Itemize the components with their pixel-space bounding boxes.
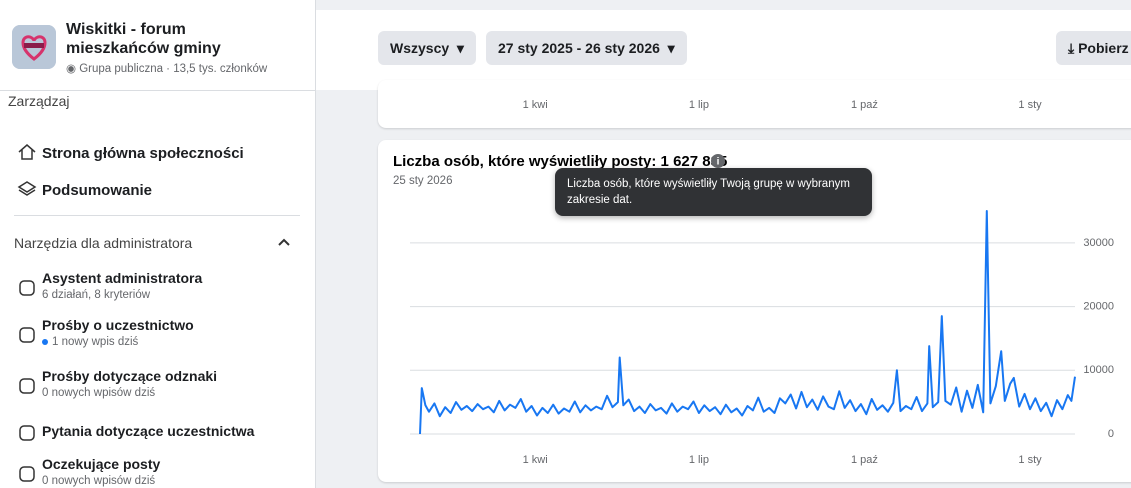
y-tick-label: 0	[1108, 428, 1114, 440]
x-tick-label: 1 sty	[1018, 454, 1042, 466]
y-tick-label: 20000	[1083, 300, 1114, 312]
x-tick-label: 1 kwi	[523, 454, 548, 466]
data-line	[420, 211, 1075, 434]
page: Wiskitki - forum mieszkańców gminy ◉ Gru…	[0, 0, 1131, 488]
tooltip: Liczba osób, które wyświetliły Twoją gru…	[555, 168, 872, 216]
chart: Liczba osób, które wyświetliły posty: 1 …	[0, 0, 1131, 488]
x-tick-label: 1 lip	[689, 454, 709, 466]
y-tick-label: 10000	[1083, 364, 1114, 376]
chart-subtitle: 25 sty 2026	[393, 175, 452, 187]
x-tick-label: 1 paź	[851, 454, 878, 466]
info-icon-glyph: i	[717, 157, 720, 168]
y-tick-label: 30000	[1083, 237, 1114, 249]
